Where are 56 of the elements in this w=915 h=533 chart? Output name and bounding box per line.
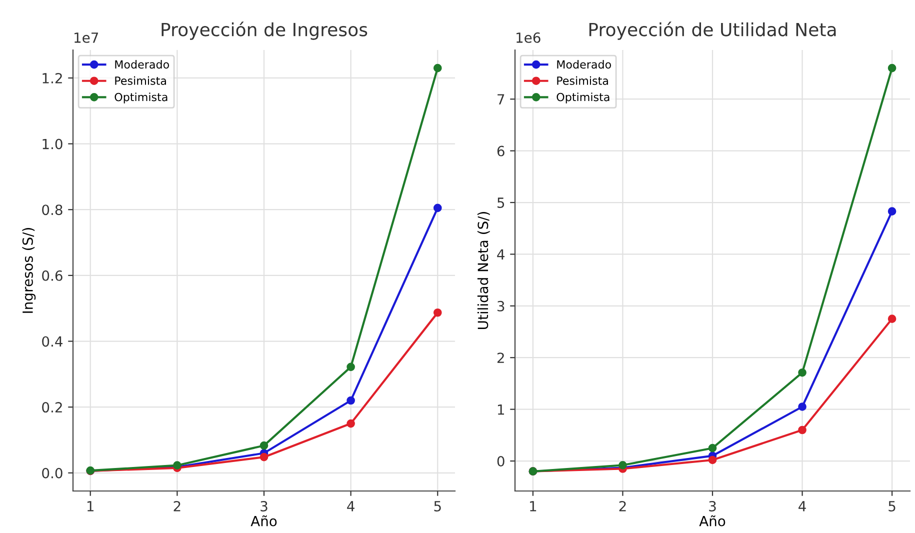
y-tick-label: 2 (497, 352, 504, 363)
y-tick-label: 4 (497, 249, 504, 260)
point (798, 402, 806, 411)
x-axis-title: Año (250, 515, 277, 526)
text: 1e7 (74, 32, 98, 43)
legend-label: Pesimista (115, 76, 166, 85)
y-tick-label: 0.8 (42, 204, 62, 216)
point (708, 444, 717, 452)
y-tick-label: 1.0 (42, 138, 62, 150)
x-tick-label: 4 (798, 501, 806, 512)
y-tick-label: 7 (498, 94, 504, 104)
point (888, 207, 896, 216)
x-tick-label: 3 (260, 500, 268, 512)
y-axis-title: Ingresos (S/) (22, 228, 36, 313)
point (346, 362, 355, 372)
y-tick-label: 0.4 (42, 336, 62, 347)
y-tick-label: 0.0 (42, 468, 62, 478)
y-tick-label: 1.2 (42, 72, 62, 84)
chart-title: Proyección de Utilidad Neta (589, 22, 836, 40)
x-tick-label: 4 (347, 501, 354, 512)
text: 1e6 (516, 32, 540, 43)
legend-label: Moderado (557, 60, 612, 69)
legend-label: Optimista (114, 92, 168, 104)
point (433, 308, 442, 317)
legend-label: Pesimista (557, 76, 608, 85)
point (433, 204, 442, 212)
point (260, 441, 268, 450)
chart-title: Proyección de Ingresos (162, 22, 368, 40)
point (618, 460, 627, 470)
x-tick-label: 5 (888, 501, 896, 512)
point (888, 64, 896, 72)
point (260, 452, 268, 462)
point (433, 64, 442, 72)
legend-label: Optimista (556, 92, 610, 104)
x-tick-label: 2 (174, 500, 180, 512)
x-tick-label: 1 (530, 501, 536, 512)
y-tick-label: 1 (498, 404, 504, 415)
y-tick-label: 6 (497, 146, 504, 156)
x-tick-label: 5 (434, 501, 441, 512)
x-tick-label: 2 (619, 500, 626, 512)
y-tick-label: 5 (498, 198, 504, 208)
point (346, 419, 355, 428)
y-tick-label: 0 (497, 456, 504, 466)
x-tick-label: 3 (709, 500, 716, 512)
point (708, 456, 717, 464)
y-tick-label: 0.6 (42, 270, 62, 281)
point (798, 426, 806, 434)
point (888, 314, 896, 324)
y-tick-label: 0.2 (42, 402, 62, 413)
point (346, 396, 355, 405)
y-tick-label: 3 (498, 300, 504, 312)
x-axis-title: Año (699, 515, 726, 526)
x-tick-label: 1 (87, 501, 94, 512)
point (798, 368, 806, 377)
y-axis-title: Utilidad Neta (S/) (477, 212, 490, 329)
legend-label: Moderado (115, 60, 170, 69)
